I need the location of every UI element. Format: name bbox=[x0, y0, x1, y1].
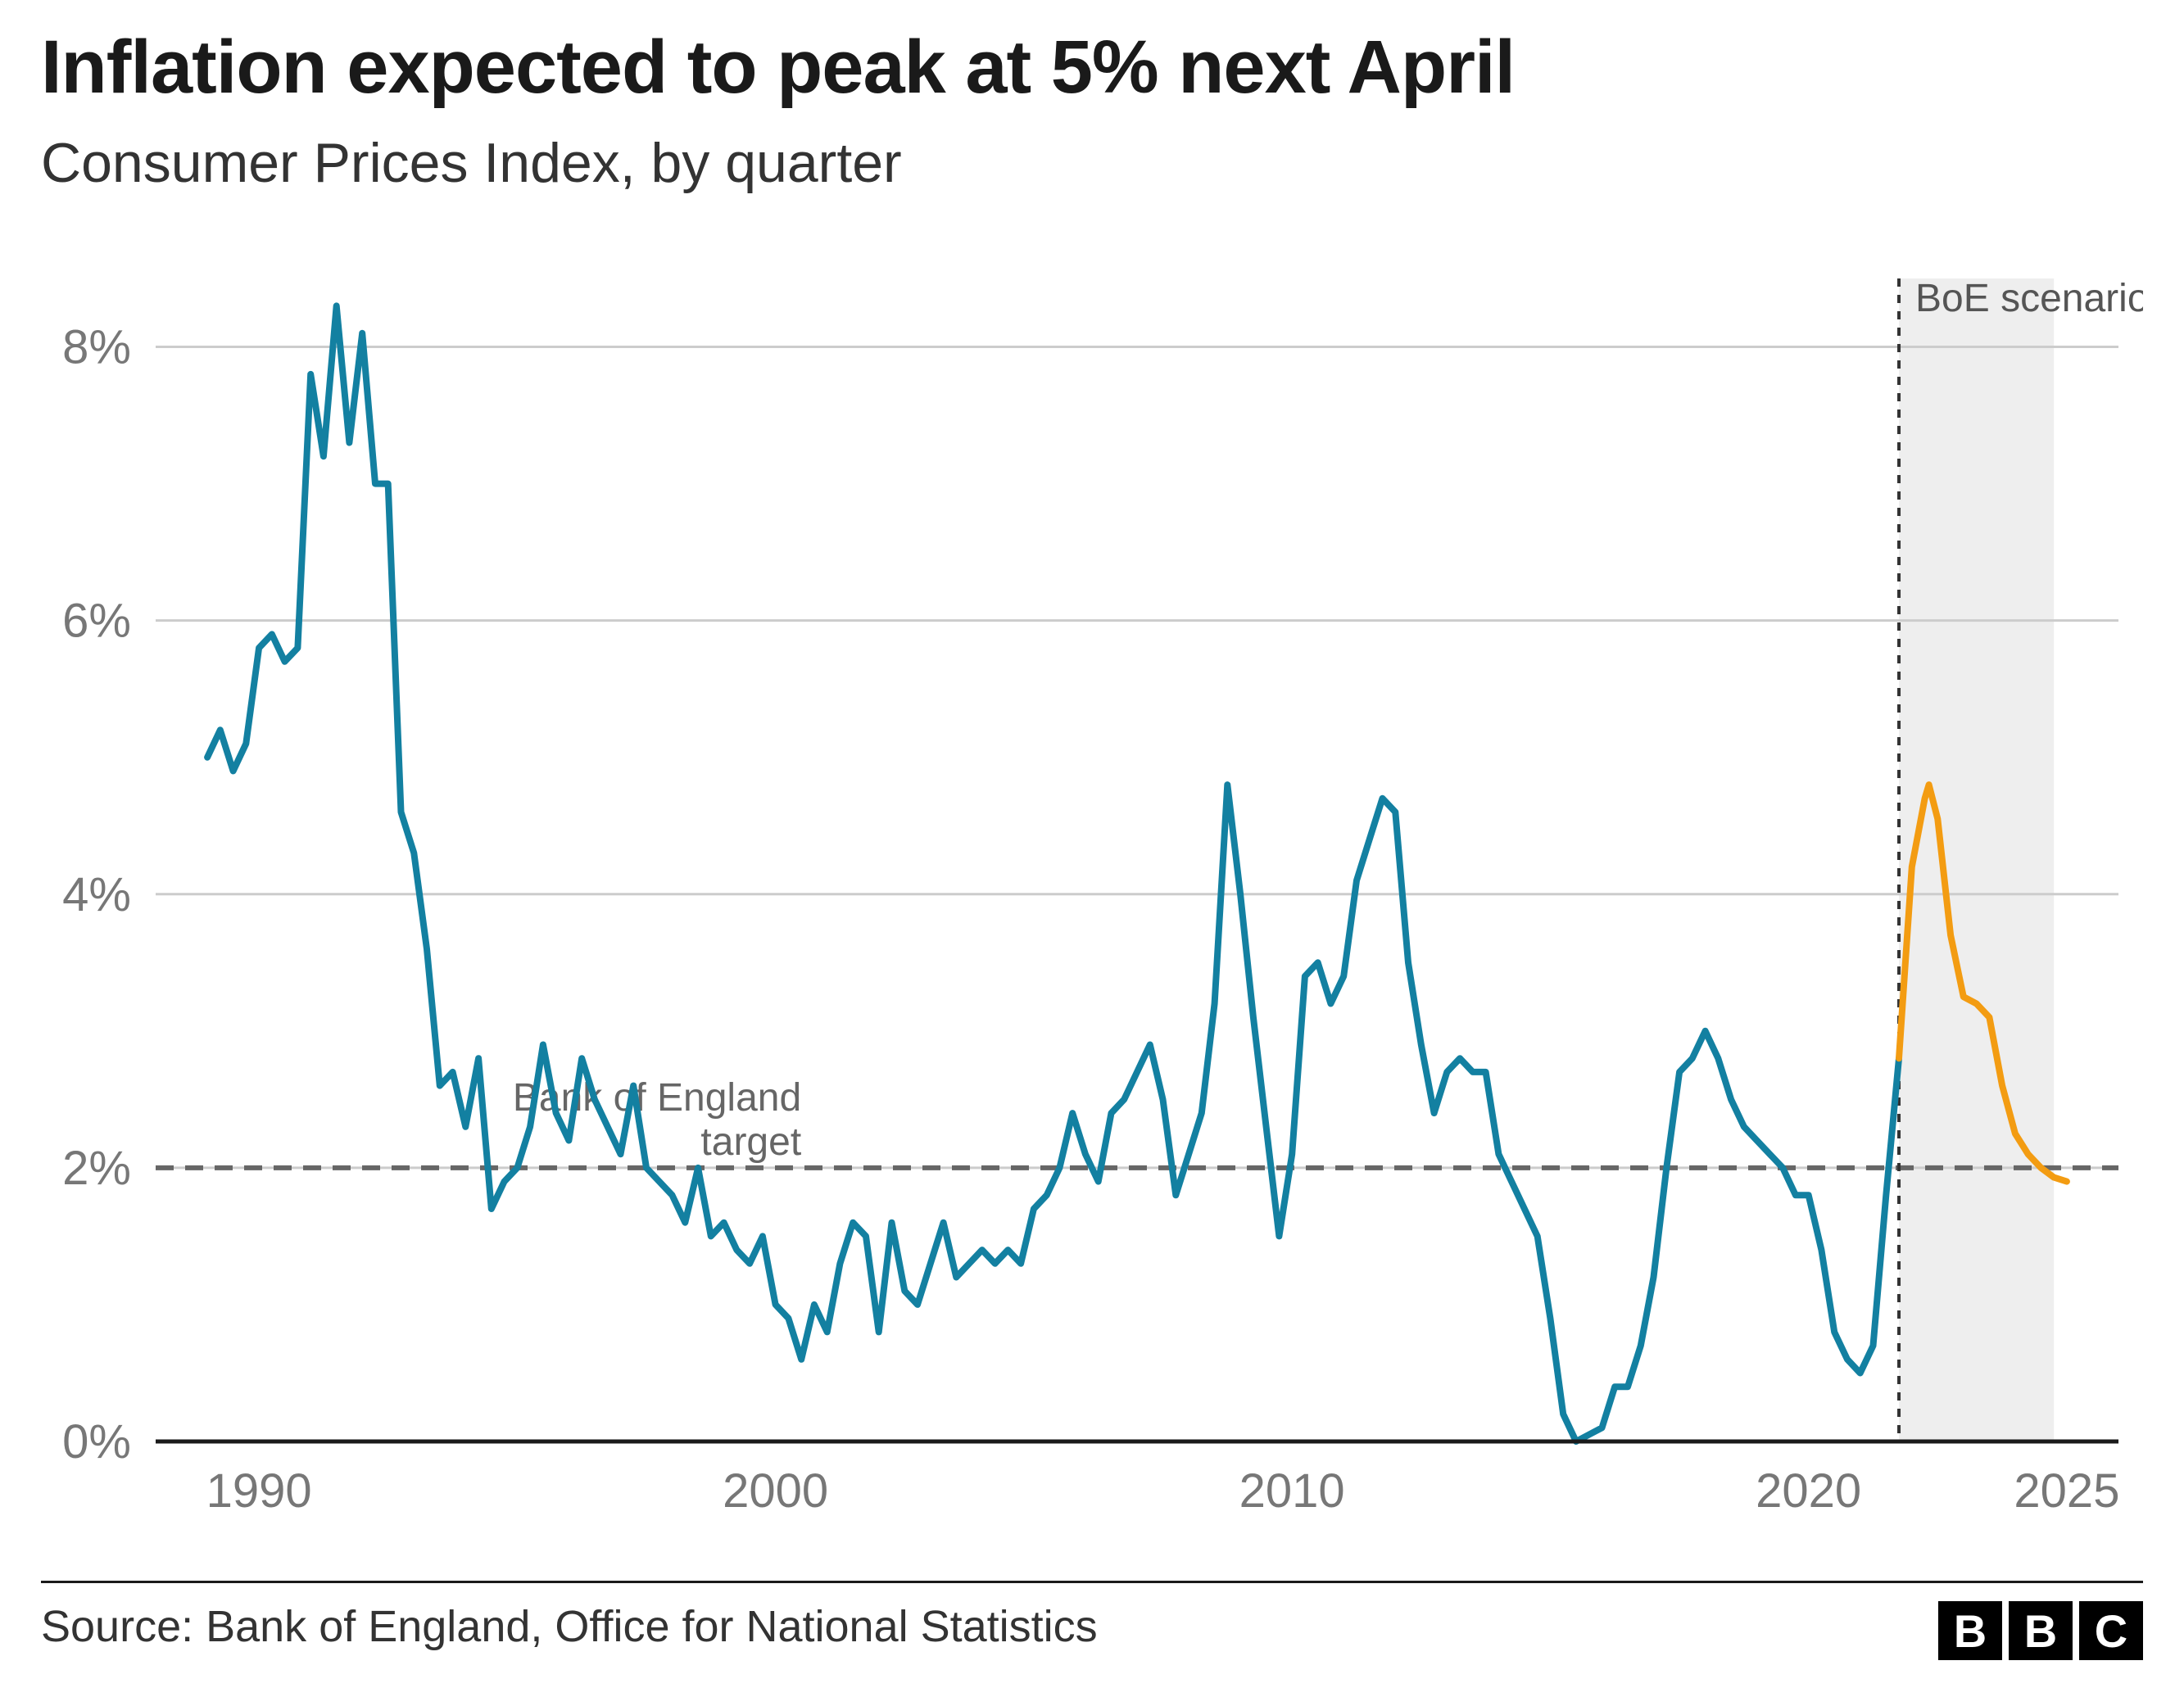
x-tick-label: 1990 bbox=[206, 1464, 312, 1518]
chart-plot-area: 0%2%4%6%8%Bank of EnglandtargetBoE scena… bbox=[41, 229, 2143, 1556]
bbc-logo-letter: B bbox=[1938, 1601, 2002, 1660]
forecast-band bbox=[1899, 278, 2054, 1441]
chart-title: Inflation expected to peak at 5% next Ap… bbox=[41, 25, 1515, 111]
y-tick-label: 0% bbox=[62, 1415, 131, 1468]
x-tick-label: 2000 bbox=[723, 1464, 828, 1518]
x-tick-label: 2020 bbox=[1756, 1464, 1861, 1518]
x-tick-label: 2010 bbox=[1239, 1464, 1345, 1518]
footer-rule bbox=[41, 1581, 2143, 1583]
bbc-logo-letter: C bbox=[2079, 1601, 2143, 1660]
source-text: Source: Bank of England, Office for Nati… bbox=[41, 1601, 1098, 1652]
y-tick-label: 4% bbox=[62, 868, 131, 921]
chart-svg: 0%2%4%6%8%Bank of EnglandtargetBoE scena… bbox=[41, 229, 2143, 1556]
series-historical bbox=[207, 305, 1899, 1441]
forecast-band-label: BoE scenario bbox=[1915, 277, 2143, 320]
y-tick-label: 6% bbox=[62, 595, 131, 648]
bbc-logo-letter: B bbox=[2009, 1601, 2073, 1660]
y-tick-label: 8% bbox=[62, 321, 131, 374]
chart-subtitle: Consumer Prices Index, by quarter bbox=[41, 131, 902, 195]
y-tick-label: 2% bbox=[62, 1142, 131, 1195]
x-tick-label: 2025 bbox=[2014, 1464, 2119, 1518]
target-label: target bbox=[700, 1120, 801, 1164]
chart-card: Inflation expected to peak at 5% next Ap… bbox=[0, 0, 2184, 1706]
bbc-logo: B B C bbox=[1938, 1601, 2143, 1660]
